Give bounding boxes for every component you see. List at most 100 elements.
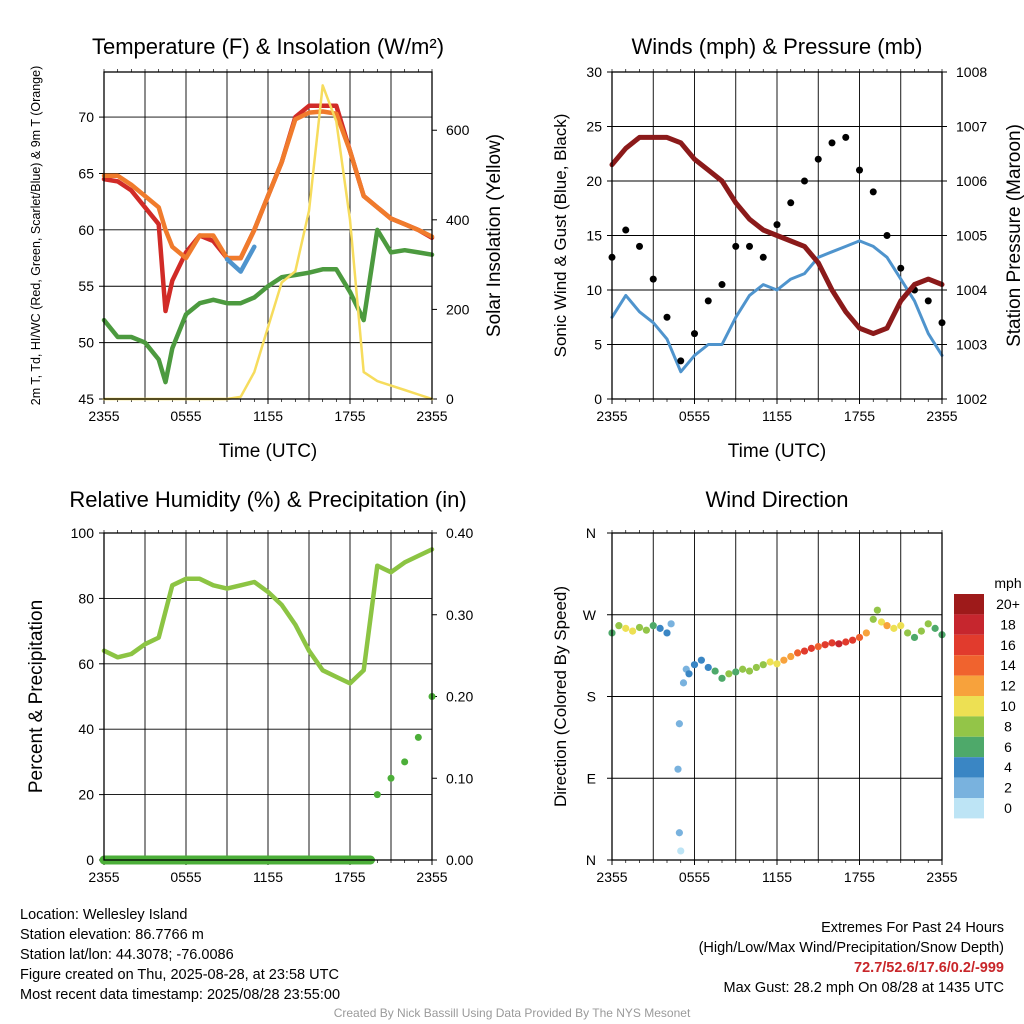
legend-swatch [954,716,984,737]
gust-series-point [759,253,767,261]
y-right-tick-label: 600 [446,122,470,138]
y-right-tick-label: 0.20 [446,689,473,705]
x-tick-label: 0555 [679,869,710,885]
x-tick-label: 2355 [88,408,119,424]
legend-swatch [954,655,984,676]
legend-label: 20+ [996,596,1020,612]
gust-series-point [746,242,753,250]
gust-series-point [856,166,863,174]
legend-label: 6 [1004,739,1012,755]
direction-point [873,606,881,614]
extremes-info: Extremes For Past 24 Hours (High/Low/Max… [699,918,1004,998]
legend-swatch [954,594,984,615]
gust-series-point [883,232,891,239]
precipitation-series-point [401,758,409,766]
gust-series-point [663,313,671,321]
y-tick-label: 45 [78,391,94,407]
y-tick-label: 15 [586,228,602,244]
direction-point [904,629,912,637]
x-tick-label: 0555 [679,408,710,424]
y-axis-label: 2m T, Td, HI/WC (Red, Green, Scarlet/Blu… [29,66,43,405]
gust-series-point [897,264,905,272]
gust-series-point [677,357,685,365]
direction-point [917,627,925,635]
y-right-tick-label: 0 [446,391,454,407]
legend-swatch [954,696,984,717]
y-right-tick-label: 0.30 [446,607,473,623]
legend-label: 10 [1000,698,1016,714]
y-tick-label: 0 [594,391,602,407]
legend-swatch [954,736,984,758]
gust-series-point [704,297,712,305]
direction-point [663,629,671,637]
y-tick-label: 80 [78,590,94,606]
y-right-tick-label: 0.10 [446,770,473,786]
y-tick-label: 60 [78,656,94,672]
y-right-tick-label: 1002 [956,391,987,407]
precipitation-series-point [373,791,381,799]
direction-point [690,661,699,669]
direction-point [835,640,843,648]
plot-border [103,71,433,400]
direction-point [629,627,637,635]
gust-series-point [718,281,726,289]
x-tick-label: 2355 [416,408,447,424]
y-tick-label: 55 [78,278,94,294]
plot-border [611,71,943,400]
extremes-values: 72.7/52.6/17.6/0.2/-999 [854,960,1004,976]
direction-point [821,641,829,649]
gust-series-point [622,226,630,234]
station-elevation: Station elevation: 86.7766 m [20,927,204,943]
direction-point [674,765,682,773]
direction-point [890,624,898,632]
y-right-tick-label: 0.40 [446,525,473,541]
x-tick-label: 1755 [844,869,875,885]
x-tick-label: 2355 [926,408,957,424]
direction-point [697,656,705,664]
y-tick-label: N [586,525,596,541]
direction-point [855,633,864,642]
direction-point [667,620,675,628]
direction-point [725,670,733,678]
direction-point [800,647,809,655]
y-tick-label: 10 [586,282,602,298]
gust-series-point [842,133,850,141]
y-right-tick-label: 1004 [956,282,987,298]
y-right-axis-label: Solar Insolation (Yellow) [484,134,505,337]
y-tick-label: 25 [586,119,602,135]
max-gust: Max Gust: 28.2 mph On 08/28 at 1435 UTC [723,980,1004,996]
gust-series-point [649,275,657,283]
legend-swatch [954,675,984,696]
direction-point [677,847,685,855]
direction-point [773,660,781,668]
legend-swatch [954,634,984,656]
direction-point [615,622,623,630]
x-tick-label: 2355 [416,869,447,885]
x-tick-label: 1755 [334,869,365,885]
legend-label: 18 [1000,616,1016,632]
legend-label: 2 [1004,780,1012,796]
y-tick-label: 5 [594,337,602,353]
x-tick-label: 1155 [253,869,283,885]
direction-point [931,624,939,632]
x-tick-label: 2355 [88,869,119,885]
y-tick-label: 0 [86,852,94,868]
y-tick-label: S [587,689,596,705]
direction-point [704,663,712,672]
y-tick-label: 20 [586,173,602,189]
chart-title: Wind Direction [705,487,848,512]
y-right-tick-label: 0.00 [446,852,473,868]
y-right-tick-label: 400 [446,212,470,228]
legend-label: 8 [1004,718,1012,734]
x-tick-label: 1755 [334,408,365,424]
direction-point [685,670,693,678]
direction-point [745,667,754,675]
direction-point [828,639,836,647]
direction-point [862,629,870,637]
chart-title: Temperature (F) & Insolation (W/m²) [92,34,444,59]
speed-legend: mph 20+ 18 16 14 12 10 8 6 4 2 0 [954,575,1022,819]
y-tick-label: 50 [78,335,94,351]
y-right-tick-label: 1008 [956,64,987,80]
legend-swatch [954,757,984,778]
y-tick-label: 100 [71,525,95,541]
